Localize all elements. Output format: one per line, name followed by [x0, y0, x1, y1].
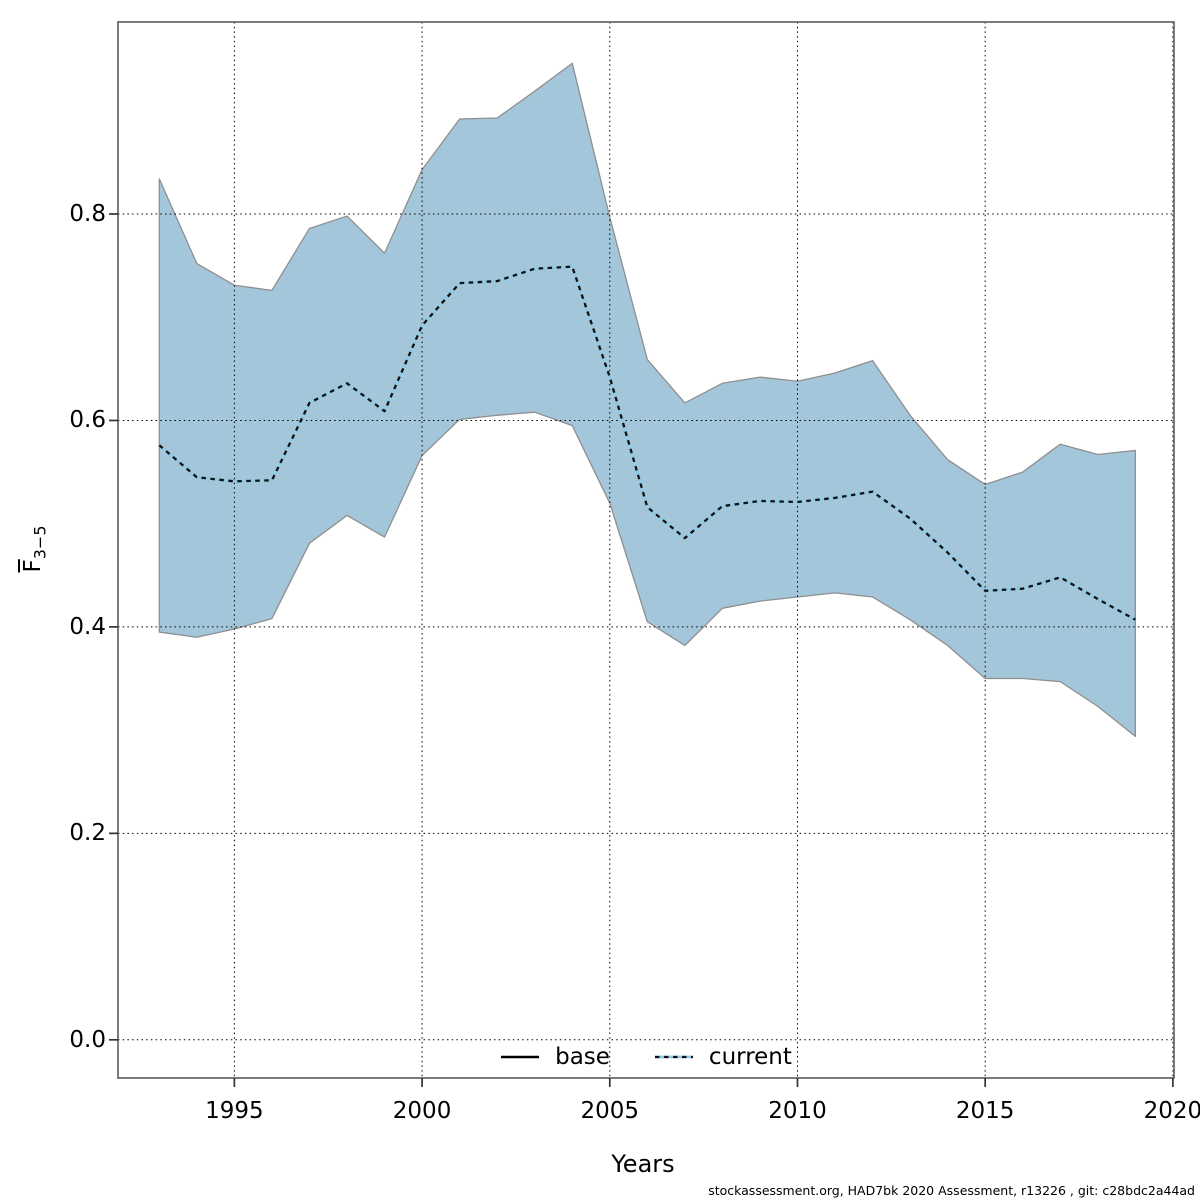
legend-label-base: base — [555, 1044, 610, 1070]
footer-attribution: stockassessment.org, HAD7bk 2020 Assessm… — [708, 1183, 1195, 1198]
x-axis-title: Years — [0, 1150, 1200, 1178]
y-axis-title-letter: F — [20, 559, 46, 573]
y-tick-label: 0.6 — [69, 407, 106, 434]
y-tick-label: 0.2 — [69, 820, 106, 847]
legend-label-current: current — [708, 1044, 792, 1070]
y-tick-label: 0.8 — [69, 201, 106, 227]
y-tick-label: 0.4 — [69, 613, 106, 640]
y-axis-title: F3−5 — [12, 494, 54, 604]
y-axis-title-subscript: 3−5 — [30, 525, 50, 560]
y-tick-label: 0.0 — [69, 1026, 106, 1053]
x-tick-label: 2005 — [580, 1098, 640, 1124]
x-tick-label: 2000 — [392, 1098, 452, 1124]
legend: base current — [118, 1040, 1174, 1074]
x-tick-label: 2015 — [955, 1098, 1015, 1124]
legend-item-base: base — [500, 1044, 610, 1070]
confidence-band — [158, 62, 1136, 737]
plot-frame — [117, 21, 1175, 1079]
current-line-sample-icon — [654, 1055, 693, 1059]
x-tick-label: 2010 — [768, 1098, 827, 1124]
base-line-sample-icon — [501, 1055, 540, 1059]
current-line — [158, 265, 1136, 621]
legend-item-current: current — [654, 1044, 792, 1070]
x-axis-title-text: Years — [611, 1150, 675, 1178]
x-tick-label: 1995 — [205, 1098, 264, 1124]
x-tick-label: 2020 — [1143, 1098, 1200, 1124]
